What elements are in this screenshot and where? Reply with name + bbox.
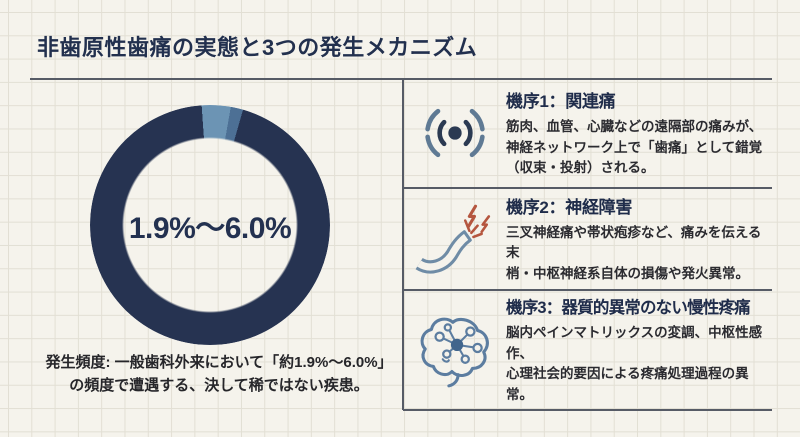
section-divider-2 — [403, 289, 772, 291]
panel-divider — [402, 79, 404, 410]
mechanism-2-section: 機序2：神経障害 三叉神経痛や帯状疱疹など、痛みを伝える末 梢・中枢神経系自体の… — [403, 188, 772, 289]
chart-caption: 発生頻度: 一般歯科外来において「約1.9%〜6.0%」 の頻度で遭遇する、決し… — [45, 354, 393, 394]
mechanism-2-heading: 機序2：神経障害 — [506, 197, 633, 217]
section-divider-1 — [403, 187, 772, 189]
title-divider — [30, 78, 772, 80]
brain-network-icon — [403, 309, 506, 391]
mechanism-3-body: 脳内ペインマトリックスの変調、中枢性感作、 心理社会的要因による疼痛処理過程の異… — [506, 325, 763, 402]
donut-center-label: 1.9%〜6.0% — [128, 212, 292, 245]
section-divider-3 — [403, 409, 772, 411]
radiating-waves-icon — [403, 92, 506, 174]
mechanism-1-text: 機序1：関連痛 筋肉、血管、心臓などの遠隔部の痛みが、 神経ネットワーク上で「歯… — [506, 87, 772, 179]
mechanism-2-body: 三叉神経痛や帯状疱疹など、痛みを伝える末 梢・中枢神経系自体の損傷や発火異常。 — [506, 224, 762, 281]
mechanism-1-section: 機序1：関連痛 筋肉、血管、心臓などの遠隔部の痛みが、 神経ネットワーク上で「歯… — [403, 79, 772, 187]
mechanism-2-text: 機序2：神経障害 三叉神経痛や帯状疱疹など、痛みを伝える末 梢・中枢神経系自体の… — [506, 193, 772, 285]
page-title: 非歯原性歯痛の実態と3つの発生メカニズム — [37, 35, 478, 60]
damaged-nerve-icon — [403, 198, 506, 280]
mechanism-3-section: 機序3：器質的異常のない慢性疼痛 脳内ペインマトリックスの変調、中枢性感作、 心… — [403, 290, 772, 409]
mechanism-1-body: 筋肉、血管、心臓などの遠隔部の痛みが、 神経ネットワーク上で「歯痛」として錯覚 … — [506, 119, 763, 176]
mechanism-3-text: 機序3：器質的異常のない慢性疼痛 脳内ペインマトリックスの変調、中枢性感作、 心… — [506, 294, 772, 405]
donut-chart — [90, 105, 330, 345]
mechanism-1-heading: 機序1：関連痛 — [506, 92, 616, 112]
mechanism-3-heading: 機序3：器質的異常のない慢性疼痛 — [506, 299, 751, 317]
